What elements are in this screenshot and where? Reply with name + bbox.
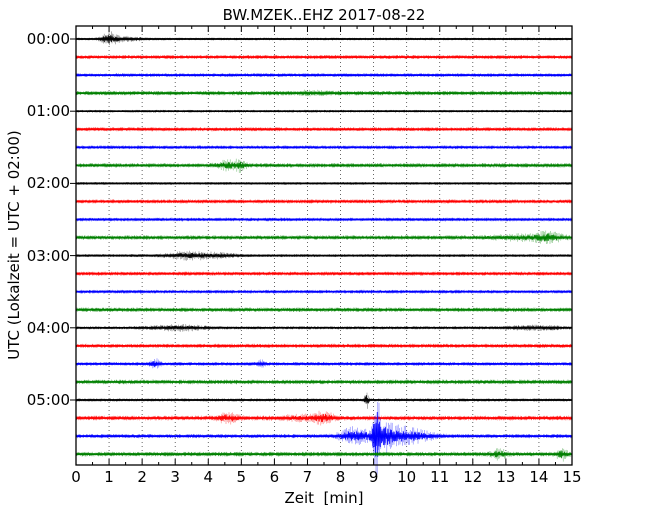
x-tick-label: 2 [137,468,147,486]
x-tick-label: 11 [430,468,450,486]
x-tick-label: 4 [203,468,214,486]
x-tick-label: 15 [562,468,582,486]
x-tick-label: 0 [71,468,81,486]
x-tick-label: 3 [170,468,180,486]
hour-label: 03:00 [26,246,70,265]
hour-label: 00:00 [26,30,70,48]
x-tick-label: 8 [335,468,346,486]
plot-background [76,26,572,465]
hour-label: 05:00 [26,391,70,409]
x-tick-label: 13 [496,468,516,486]
x-tick-label: 5 [236,468,247,486]
hour-label: 04:00 [26,318,70,337]
plot-title: BW.MZEK..EHZ 2017-08-22 [222,6,426,24]
x-tick-label: 12 [463,468,483,486]
x-tick-label: 6 [269,468,280,486]
x-tick-label: 1 [104,468,114,486]
x-axis-label: Zeit [min] [284,489,364,507]
x-tick-label: 10 [397,468,417,486]
x-tick-label: 7 [302,468,313,486]
x-tick-label: 9 [368,468,379,486]
hour-label: 01:00 [26,102,70,121]
hour-label: 02:00 [26,174,70,193]
x-tick-label: 14 [529,468,549,486]
